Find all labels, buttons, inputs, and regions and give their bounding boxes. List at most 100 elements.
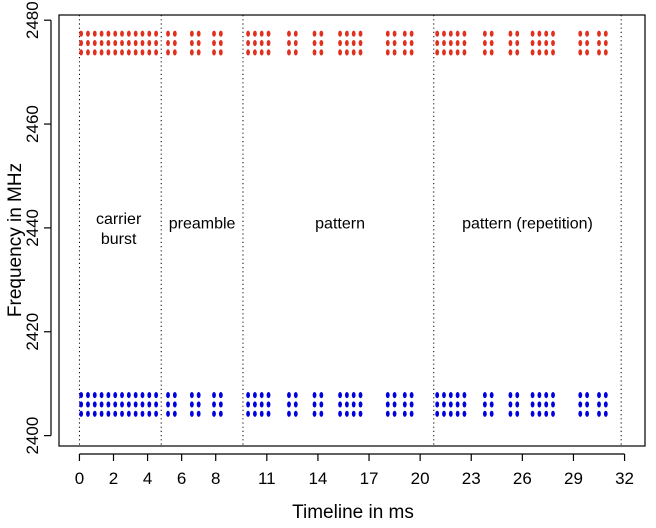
- data-point: [489, 49, 494, 56]
- data-point: [462, 401, 467, 408]
- data-point: [319, 49, 324, 56]
- data-point: [344, 410, 349, 417]
- data-point: [172, 39, 177, 47]
- data-point: [435, 392, 440, 399]
- phase-boundaries: [78, 15, 622, 446]
- data-point: [312, 49, 317, 56]
- data-point: [312, 39, 317, 47]
- data-point: [86, 39, 90, 47]
- data-point: [442, 30, 446, 37]
- data-point: [597, 401, 601, 408]
- data-point: [351, 30, 356, 37]
- data-point: [358, 39, 363, 47]
- data-point: [448, 401, 453, 408]
- data-point: [120, 410, 124, 417]
- data-point: [246, 392, 250, 399]
- data-point: [172, 30, 177, 37]
- data-point: [99, 49, 104, 56]
- data-point: [266, 392, 271, 399]
- data-point: [537, 30, 542, 37]
- data-point: [455, 49, 460, 56]
- data-point: [113, 410, 118, 417]
- data-point: [126, 30, 131, 37]
- data-point: [86, 401, 90, 408]
- data-point: [358, 410, 363, 417]
- data-point: [392, 39, 397, 47]
- data-point: [126, 49, 131, 56]
- data-point: [99, 410, 104, 417]
- data-point: [189, 410, 194, 417]
- data-point: [218, 401, 223, 408]
- data-point: [358, 392, 363, 399]
- data-point: [253, 401, 257, 408]
- data-point: [196, 39, 201, 47]
- data-point: [578, 30, 583, 37]
- data-point: [79, 39, 84, 47]
- data-point: [79, 49, 84, 56]
- data-point: [442, 392, 446, 399]
- data-point: [172, 410, 177, 417]
- data-point: [172, 401, 177, 408]
- data-point: [435, 49, 440, 56]
- data-point: [603, 49, 608, 56]
- data-point: [442, 410, 446, 417]
- y-axis-title: Frequency in MHz: [5, 163, 26, 317]
- data-point: [508, 30, 513, 37]
- data-point: [351, 401, 356, 408]
- data-point: [266, 49, 271, 56]
- data-point: [489, 39, 494, 47]
- data-point: [92, 39, 97, 47]
- data-point: [246, 410, 250, 417]
- data-point: [319, 392, 324, 399]
- data-point: [537, 39, 542, 47]
- data-point: [544, 49, 549, 56]
- data-point: [508, 410, 513, 417]
- data-point: [133, 410, 138, 417]
- data-point: [287, 39, 291, 47]
- data-point: [544, 401, 549, 408]
- data-point: [166, 410, 170, 417]
- data-point: [154, 392, 158, 399]
- data-point: [551, 39, 555, 47]
- data-point: [409, 410, 414, 417]
- data-point: [293, 401, 298, 408]
- data-point: [147, 49, 152, 56]
- data-point: [212, 49, 216, 56]
- data-point: [140, 392, 145, 399]
- y-tick-label: 2480: [23, 1, 42, 39]
- y-axis: 2400 2420 2440 2460 2480: [23, 1, 52, 455]
- data-point: [319, 410, 324, 417]
- data-point: [259, 392, 264, 399]
- y-tick-label: 2440: [23, 209, 42, 247]
- data-point: [147, 410, 152, 417]
- data-point: [246, 49, 250, 56]
- data-point: [99, 39, 104, 47]
- data-point: [189, 49, 194, 56]
- data-point: [578, 410, 583, 417]
- data-point: [482, 410, 487, 417]
- data-point: [212, 410, 216, 417]
- data-point: [597, 49, 601, 56]
- data-point: [113, 30, 118, 37]
- data-point: [344, 39, 349, 47]
- data-point: [218, 410, 223, 417]
- data-point: [293, 49, 298, 56]
- data-point: [462, 410, 467, 417]
- x-tick-label: 6: [177, 469, 186, 488]
- data-point: [338, 410, 342, 417]
- data-point: [293, 410, 298, 417]
- data-point: [578, 49, 583, 56]
- data-point: [86, 410, 90, 417]
- data-point: [312, 30, 317, 37]
- data-point: [259, 410, 264, 417]
- data-point: [113, 401, 118, 408]
- data-point: [409, 401, 414, 408]
- data-point: [402, 410, 407, 417]
- data-point: [455, 39, 460, 47]
- data-point: [338, 30, 342, 37]
- data-point: [147, 392, 152, 399]
- data-point: [530, 401, 535, 408]
- data-point: [448, 410, 453, 417]
- data-point: [551, 392, 555, 399]
